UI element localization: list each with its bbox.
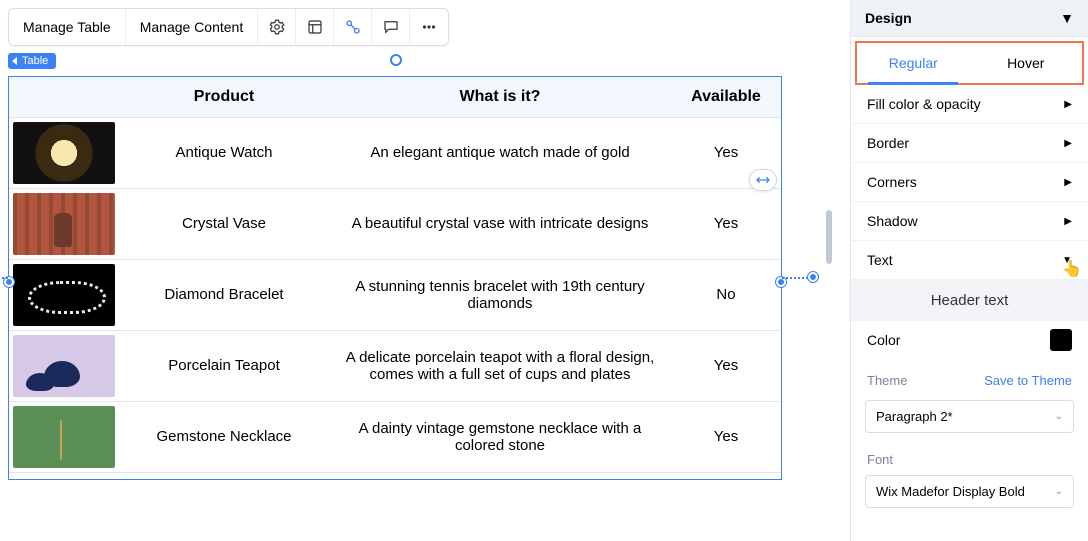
text-subsection-header: Header text <box>851 280 1088 321</box>
column-header[interactable] <box>9 77 119 117</box>
table-row[interactable]: Gemstone NecklaceA dainty vintage gemsto… <box>9 401 781 472</box>
row-fill[interactable]: Fill color & opacity ▶ <box>851 85 1088 124</box>
cell-product: Crystal Vase <box>119 188 329 259</box>
font-select-value: Wix Madefor Display Bold <box>876 484 1025 499</box>
column-resize-button[interactable] <box>749 169 777 191</box>
cell-available: Yes <box>671 401 781 472</box>
layout-icon[interactable] <box>296 9 334 45</box>
resize-handle-top[interactable] <box>390 54 402 66</box>
product-thumbnail <box>13 264 115 326</box>
column-header[interactable]: Product <box>119 77 329 117</box>
row-corners-label: Corners <box>867 174 917 190</box>
cell-product: Gemstone Necklace <box>119 401 329 472</box>
breadcrumb[interactable]: Table <box>8 53 56 69</box>
guide-line-right <box>782 277 808 279</box>
row-text[interactable]: Text ▼ 👆 <box>851 241 1088 280</box>
thumbnail-cell <box>9 330 119 401</box>
chevron-right-icon: ▶ <box>1064 177 1072 188</box>
cell-available: No <box>671 259 781 330</box>
settings-icon[interactable] <box>258 9 296 45</box>
row-border-label: Border <box>867 135 909 151</box>
color-field[interactable]: Color <box>851 321 1088 359</box>
breadcrumb-label: Table <box>22 55 48 67</box>
column-header[interactable]: What is it? <box>329 77 671 117</box>
table-row[interactable]: Porcelain TeapotA delicate porcelain tea… <box>9 330 781 401</box>
editor-toolbar: Manage Table Manage Content <box>8 8 449 46</box>
caret-down-icon: ▼ <box>1060 10 1074 26</box>
manage-table-button[interactable]: Manage Table <box>9 9 126 45</box>
caret-down-icon: ▼ <box>1062 255 1072 266</box>
cell-available: Yes <box>671 188 781 259</box>
chevron-right-icon: ▶ <box>1064 138 1072 149</box>
product-thumbnail <box>13 406 115 468</box>
table-row[interactable]: Antique WatchAn elegant antique watch ma… <box>9 117 781 188</box>
font-select[interactable]: Wix Madefor Display Bold ⌄ <box>865 475 1074 508</box>
cell-product: Diamond Bracelet <box>119 259 329 330</box>
tab-regular[interactable]: Regular <box>857 43 970 83</box>
cell-desc: A beautiful crystal vase with intricate … <box>329 188 671 259</box>
product-thumbnail <box>13 193 115 255</box>
table-row[interactable]: Crystal VaseA beautiful crystal vase wit… <box>9 188 781 259</box>
color-swatch[interactable] <box>1050 329 1072 351</box>
cell-desc: A delicate porcelain teapot with a flora… <box>329 330 671 401</box>
table-component[interactable]: ProductWhat is it?Available Antique Watc… <box>8 76 782 480</box>
chevron-down-icon: ⌄ <box>1055 411 1063 422</box>
design-panel: Design ▼ Regular Hover Fill color & opac… <box>850 0 1088 541</box>
thumbnail-cell <box>9 188 119 259</box>
guide-handle-right[interactable] <box>808 272 818 282</box>
thumbnail-cell <box>9 259 119 330</box>
cell-desc: A stunning tennis bracelet with 19th cen… <box>329 259 671 330</box>
state-tabs: Regular Hover <box>855 41 1084 85</box>
panel-title: Design <box>865 10 912 26</box>
scrollbar-thumb[interactable] <box>826 210 832 264</box>
chevron-right-icon: ▶ <box>1064 99 1072 110</box>
thumbnail-cell <box>9 401 119 472</box>
chevron-down-icon: ⌄ <box>1055 486 1063 497</box>
save-to-theme-link[interactable]: Save to Theme <box>984 373 1072 388</box>
guide-line-left <box>0 277 8 279</box>
row-fill-label: Fill color & opacity <box>867 96 981 112</box>
color-label: Color <box>867 332 900 348</box>
table-row[interactable]: Diamond BraceletA stunning tennis bracel… <box>9 259 781 330</box>
row-border[interactable]: Border ▶ <box>851 124 1088 163</box>
manage-content-button[interactable]: Manage Content <box>126 9 259 45</box>
font-label: Font <box>867 452 893 467</box>
row-shadow-label: Shadow <box>867 213 918 229</box>
column-header[interactable]: Available <box>671 77 781 117</box>
cell-desc: A dainty vintage gemstone necklace with … <box>329 401 671 472</box>
comment-icon[interactable] <box>372 9 410 45</box>
product-thumbnail <box>13 335 115 397</box>
cell-desc: An elegant antique watch made of gold <box>329 117 671 188</box>
row-corners[interactable]: Corners ▶ <box>851 163 1088 202</box>
theme-label: Theme <box>867 373 907 388</box>
more-icon[interactable] <box>410 9 448 45</box>
panel-header[interactable]: Design ▼ <box>851 0 1088 37</box>
chevron-right-icon: ▶ <box>1064 216 1072 227</box>
design-icon[interactable] <box>334 9 372 45</box>
row-shadow[interactable]: Shadow ▶ <box>851 202 1088 241</box>
theme-select[interactable]: Paragraph 2* ⌄ <box>865 400 1074 433</box>
cell-available: Yes <box>671 330 781 401</box>
product-thumbnail <box>13 122 115 184</box>
theme-select-value: Paragraph 2* <box>876 409 953 424</box>
tab-hover[interactable]: Hover <box>970 43 1083 83</box>
thumbnail-cell <box>9 117 119 188</box>
cell-product: Antique Watch <box>119 117 329 188</box>
row-text-label: Text <box>867 252 893 268</box>
cell-product: Porcelain Teapot <box>119 330 329 401</box>
data-table: ProductWhat is it?Available Antique Watc… <box>9 77 781 473</box>
